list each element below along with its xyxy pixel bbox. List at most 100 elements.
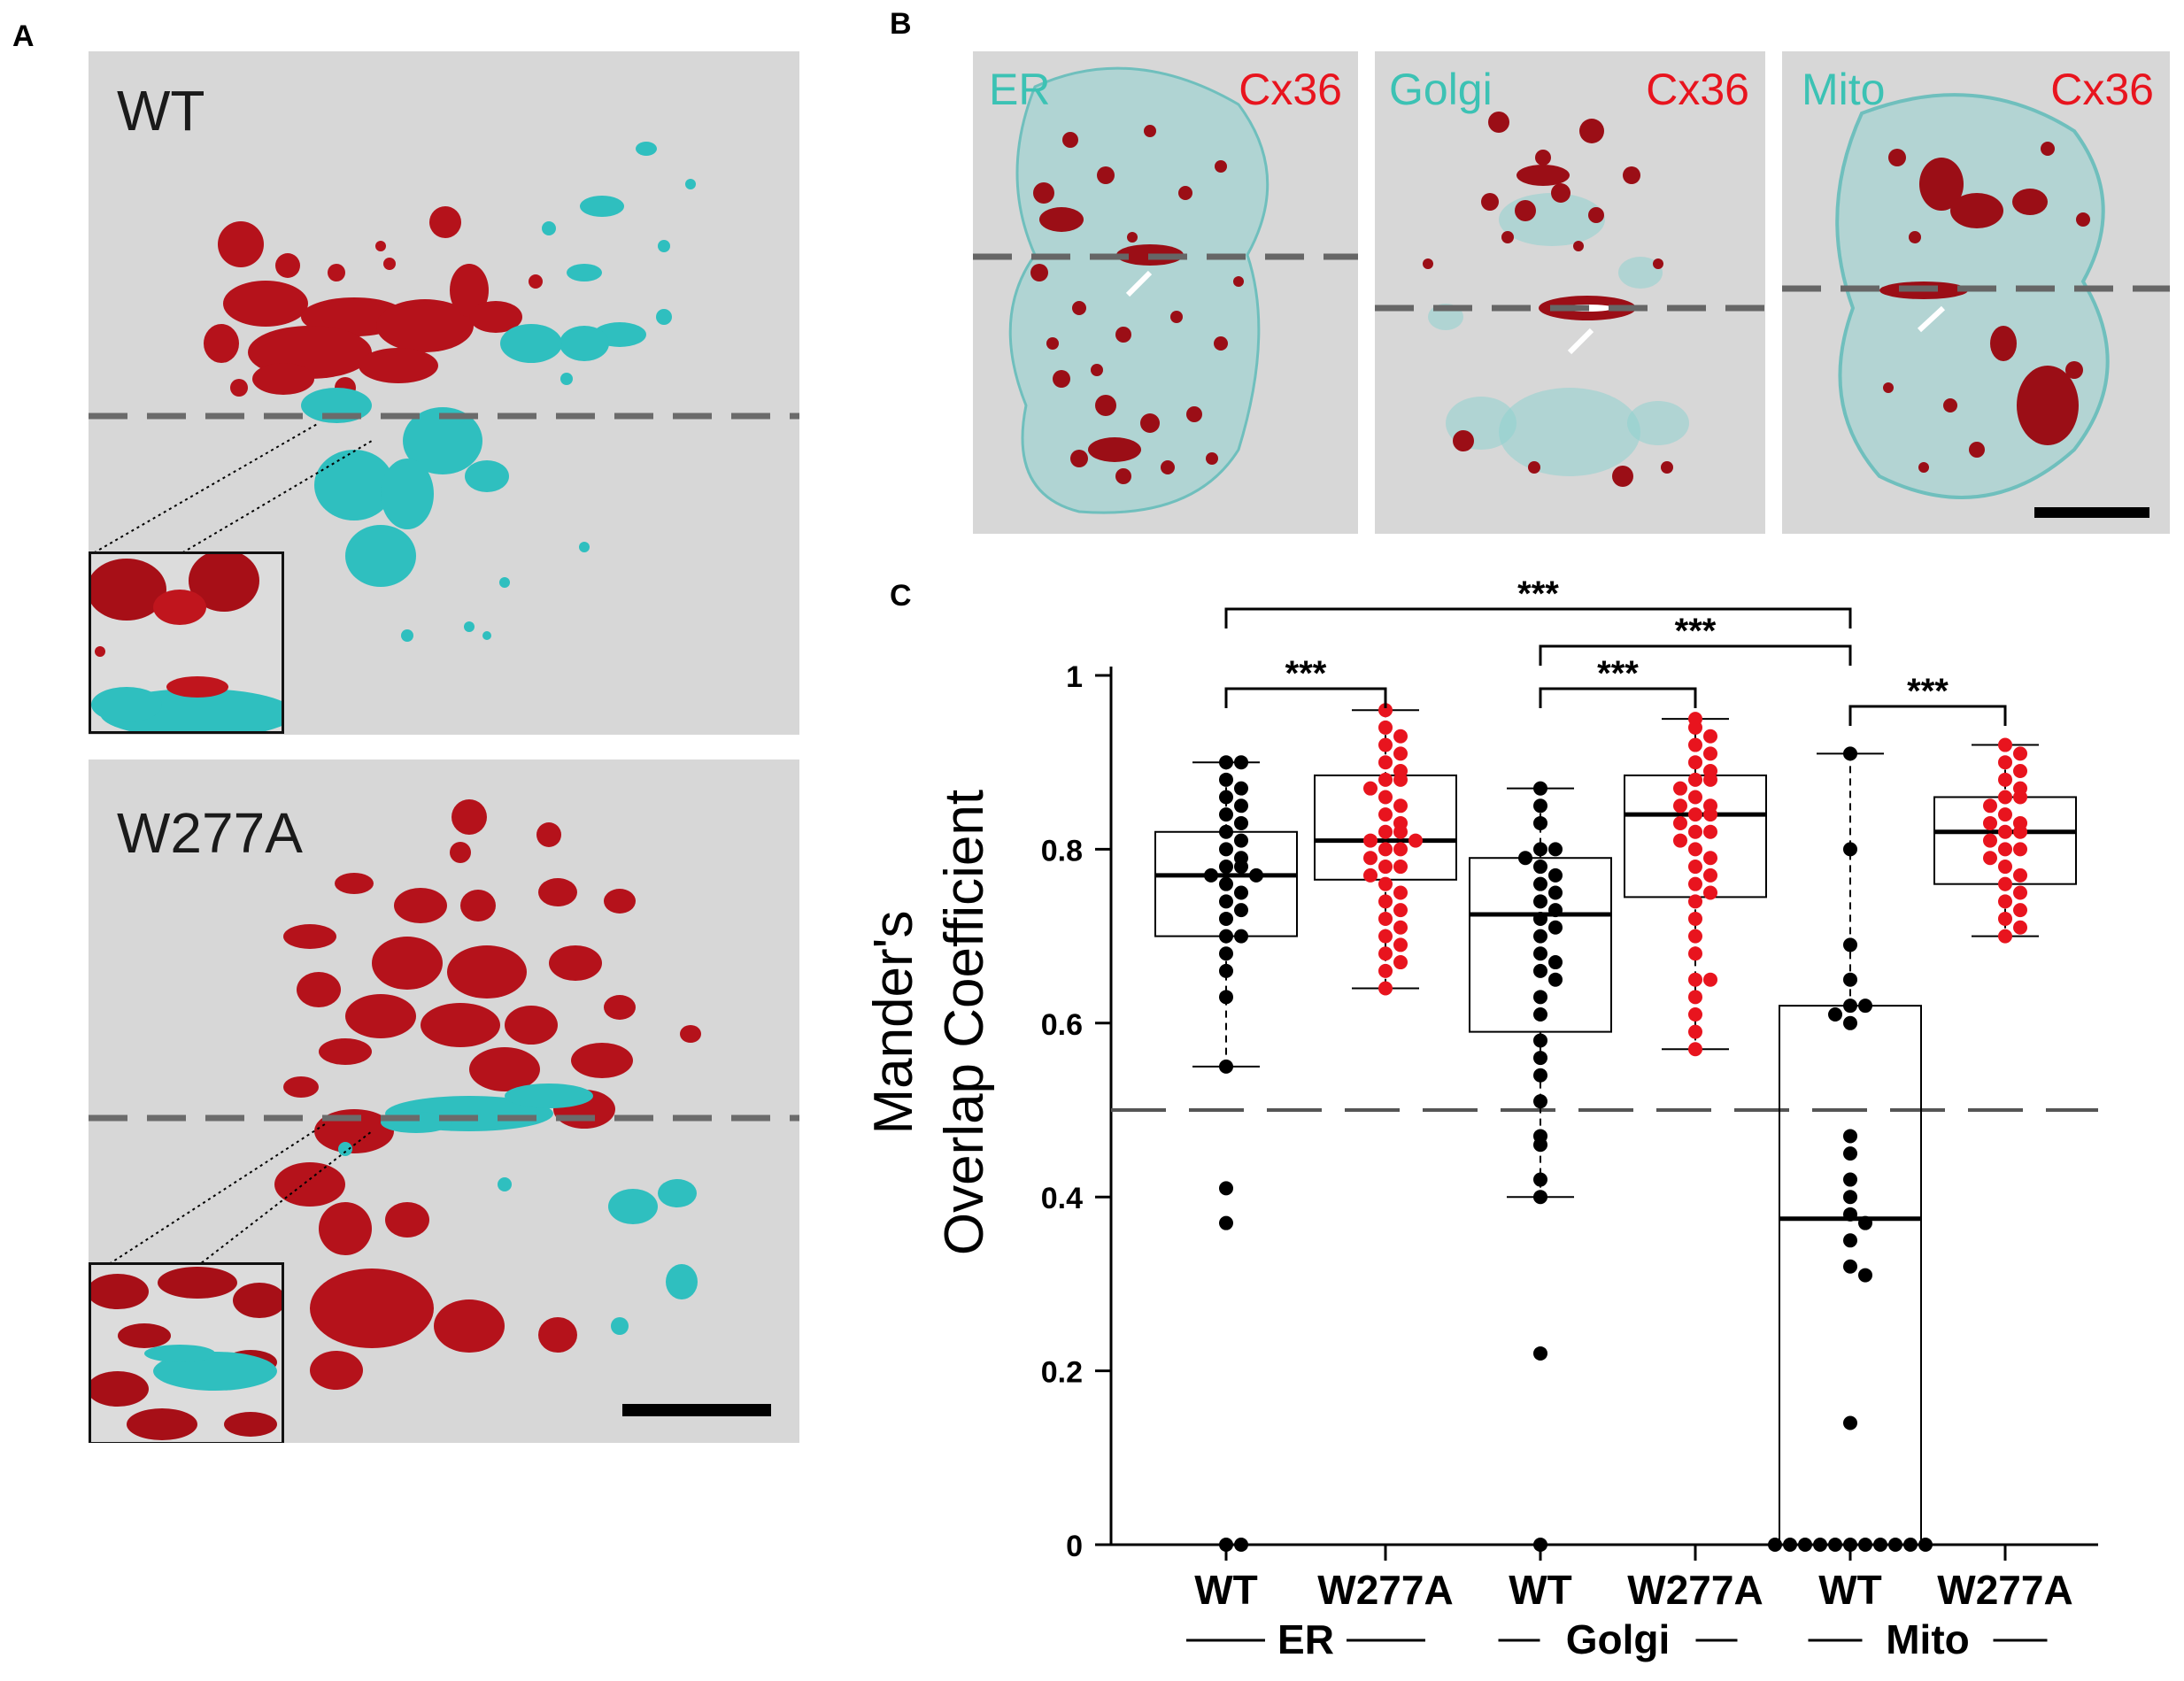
data-point [1378, 773, 1393, 787]
data-point [1518, 851, 1532, 865]
data-point [1998, 877, 2012, 891]
box-mito-w277a [1934, 738, 2076, 944]
data-point [1533, 842, 1547, 856]
overlap-chart: Mander's Overlap Coefficient 0 0.2 0.4 0.6 0… [0, 0, 2184, 1681]
data-point [1393, 886, 1408, 900]
x-category-label: WT [1194, 1567, 1258, 1613]
data-point [1533, 1346, 1547, 1361]
data-point [1903, 1538, 1918, 1552]
data-point [1843, 1416, 1857, 1430]
data-point [1533, 894, 1547, 908]
x-category-label: W277A [1937, 1567, 2072, 1613]
data-point [1219, 1181, 1233, 1195]
y-axis-title-line1: Mander's [863, 910, 924, 1134]
data-point [1703, 973, 1717, 987]
data-point [1393, 842, 1408, 856]
data-point [1548, 903, 1563, 917]
data-point [1533, 1538, 1547, 1552]
data-point [1688, 755, 1702, 769]
data-point [1219, 964, 1233, 978]
data-point [1688, 894, 1702, 908]
data-point [1843, 746, 1857, 760]
data-point [1393, 729, 1408, 744]
data-point [1378, 842, 1393, 856]
data-point [1998, 738, 2012, 752]
data-point [1688, 990, 1702, 1004]
box-er-w277a [1315, 703, 1456, 995]
data-point [1813, 1538, 1827, 1552]
data-point [1234, 929, 1248, 944]
data-point [1533, 990, 1547, 1004]
box-er-wt [1155, 755, 1297, 1552]
data-point [1219, 825, 1233, 839]
data-point [1378, 738, 1393, 752]
y-tick-label: 0.8 [1041, 834, 1083, 867]
data-point [1204, 868, 1218, 883]
data-point [1219, 790, 1233, 804]
data-point [1378, 877, 1393, 891]
y-axis-title-line2: Overlap Coefficient [934, 790, 995, 1255]
data-point [2013, 790, 2027, 804]
significance-label: *** [1597, 654, 1639, 693]
data-point [1363, 782, 1378, 796]
data-point [1378, 946, 1393, 960]
data-point [1234, 782, 1248, 796]
data-point [2013, 746, 2027, 760]
data-point [2013, 868, 2027, 883]
y-tick-label: 0.6 [1041, 1008, 1083, 1042]
data-point [1843, 1173, 1857, 1187]
data-point [1998, 773, 2012, 787]
data-point [1533, 1051, 1547, 1065]
y-tick-label: 0.4 [1041, 1182, 1083, 1215]
data-point [1533, 782, 1547, 796]
data-point [1533, 1094, 1547, 1108]
data-point [1393, 860, 1408, 874]
data-point [1533, 912, 1547, 926]
data-point [1858, 999, 1872, 1013]
data-point [1858, 1268, 1872, 1283]
data-point [1688, 807, 1702, 821]
data-point [1688, 790, 1702, 804]
x-group-label: ER [1277, 1616, 1334, 1662]
data-point [1533, 1007, 1547, 1022]
data-point [1688, 773, 1702, 787]
data-point [1378, 982, 1393, 996]
data-point [1219, 860, 1233, 874]
data-point [1234, 860, 1248, 874]
data-point [1688, 1007, 1702, 1022]
data-point [1688, 946, 1702, 960]
data-point [1828, 1007, 1842, 1022]
box-mito-wt [1768, 746, 1933, 1552]
data-point [1219, 894, 1233, 908]
data-point [1533, 1173, 1547, 1187]
data-point [1843, 1538, 1857, 1552]
data-point [1798, 1538, 1812, 1552]
data-point [1378, 721, 1393, 735]
y-tick-label: 0.2 [1041, 1356, 1083, 1390]
data-point [1983, 798, 1997, 813]
data-point [1688, 973, 1702, 987]
data-point [1533, 1190, 1547, 1204]
data-point [1219, 1538, 1233, 1552]
data-point [1673, 798, 1687, 813]
data-point [1234, 834, 1248, 848]
data-point [1673, 834, 1687, 848]
data-point [1378, 790, 1393, 804]
data-point [1688, 825, 1702, 839]
data-point [1768, 1538, 1782, 1552]
data-point [2013, 764, 2027, 778]
data-point [1378, 894, 1393, 908]
data-point [1548, 886, 1563, 900]
y-tick-label: 0 [1066, 1530, 1083, 1563]
data-point [1219, 877, 1233, 891]
data-point [2013, 886, 2027, 900]
data-point [1703, 851, 1717, 865]
data-point [1219, 929, 1233, 944]
data-point [1378, 807, 1393, 821]
data-point [1219, 842, 1233, 856]
data-point [1843, 1207, 1857, 1222]
data-point [1378, 755, 1393, 769]
x-category-label: W277A [1627, 1567, 1763, 1613]
data-point [1703, 886, 1717, 900]
data-point [1378, 825, 1393, 839]
